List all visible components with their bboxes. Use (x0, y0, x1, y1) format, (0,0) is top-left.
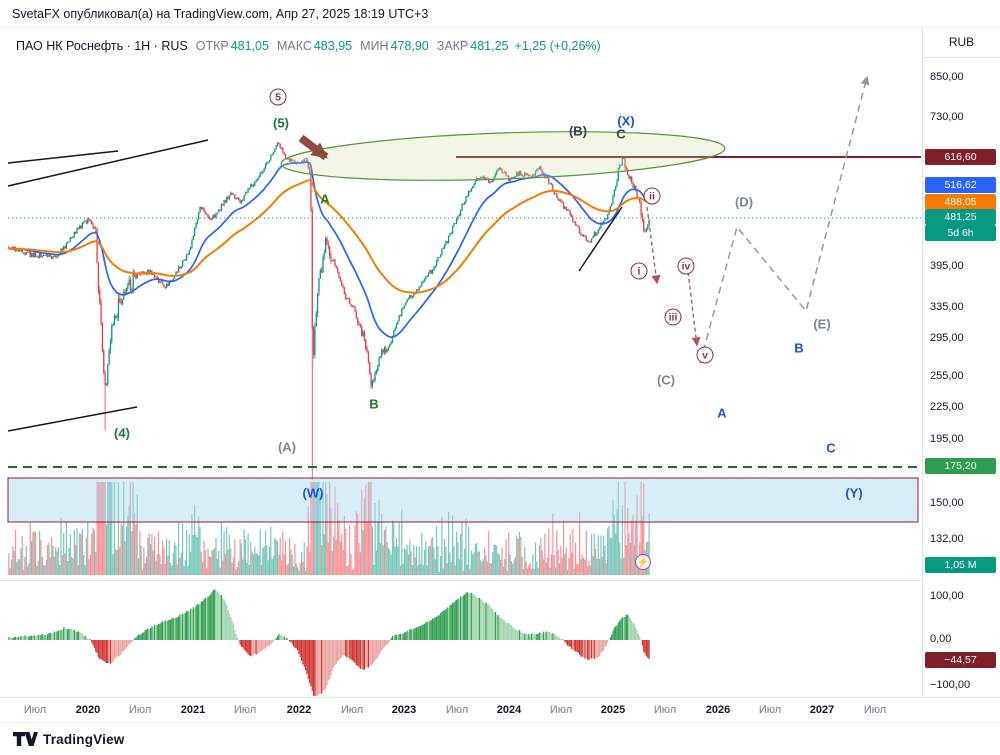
time-axis[interactable]: Июл 2020 Июл 2021 Июл 2022 Июл 2023 Июл 2024 Июл 20… (0, 697, 1000, 722)
trendline-upper-1[interactable] (7, 139, 209, 187)
wxy-zone-band[interactable] (7, 477, 919, 523)
time-axis-label: Июл (863, 704, 887, 716)
time-axis-label: Июл (340, 704, 364, 716)
change-value: +1,25 (+0,26%) (514, 39, 601, 53)
time-axis-label: Июл (445, 704, 469, 716)
price-axis-badge: 481,25 (925, 209, 996, 225)
time-axis-label: 2024 (496, 704, 522, 716)
low-label: МИН (360, 39, 389, 53)
price-axis-label: 150,00 (930, 497, 964, 509)
price-axis-label: 255,00 (930, 370, 964, 382)
price-axis-badge: 516,62 (925, 177, 996, 193)
sell-arrow[interactable] (298, 134, 329, 161)
footer: TradingView (0, 722, 1000, 755)
publisher-text: SvetaFX опубликовал(а) на TradingView.co… (12, 7, 429, 21)
close-label: ЗАКР (436, 39, 469, 53)
price-axis-labels: 850,00 730,00 395,00 335,00 295,00 255,00 225,… (923, 28, 1000, 722)
low-value: 478,90 (390, 39, 429, 53)
time-axis-label: Июл (233, 704, 257, 716)
trendline-upper-2[interactable] (7, 150, 119, 164)
trendline-lower-left[interactable] (7, 406, 138, 432)
price-axis-label: 132,00 (930, 533, 964, 545)
price-axis-badge: 488,05 (925, 194, 996, 210)
price-axis-label: 295,00 (930, 332, 964, 344)
wave-projection-i-iii[interactable] (646, 206, 661, 285)
trendline-2024[interactable] (578, 206, 623, 272)
price-axis-label: 395,00 (930, 260, 964, 272)
tradingview-logo-icon[interactable] (12, 731, 38, 747)
price-axis-badge: 175,20 (925, 458, 996, 474)
price-axis-badge: 1,05 M (925, 557, 996, 573)
price-axis-label: −100,00 (930, 679, 971, 691)
time-axis-label: 2027 (809, 704, 835, 716)
tradingview-brand[interactable]: TradingView (43, 731, 125, 747)
price-axis-badge: 616,60 (925, 149, 996, 165)
price-axis-label: 335,00 (930, 301, 964, 313)
open-value: 481,05 (230, 39, 269, 53)
time-axis-label: 2026 (705, 704, 731, 716)
time-axis-label: Июл (128, 704, 152, 716)
currency-label[interactable]: RUB (923, 28, 1000, 58)
time-axis-label: 2021 (180, 704, 206, 716)
price-axis-badge: −44,57 (925, 652, 996, 668)
time-axis-label: 2022 (286, 704, 312, 716)
price-axis-label: 100,00 (930, 590, 964, 602)
high-label: МАКС (276, 39, 312, 53)
price-axis-label: 730,00 (930, 111, 964, 123)
tops-ellipse[interactable] (280, 125, 726, 186)
publisher-bar: SvetaFX опубликовал(а) на TradingView.co… (0, 0, 1000, 28)
time-axis-label: 2020 (75, 704, 101, 716)
time-axis-label: 2023 (391, 704, 417, 716)
time-axis-label: Июл (758, 704, 782, 716)
price-axis-label: 195,00 (930, 433, 964, 445)
time-axis-label: 2025 (600, 704, 626, 716)
projection-d-e-b[interactable] (699, 75, 870, 364)
open-label: ОТКР (195, 39, 229, 53)
pane-separator[interactable] (0, 580, 922, 581)
price-axis-label: 0,00 (930, 633, 952, 645)
price-axis-badge: 5d 6h (925, 225, 996, 241)
price-axis-label: 225,00 (930, 401, 964, 413)
price-axis[interactable]: RUB 850,00 730,00 395,00 335,00 295,00 255,00… (922, 28, 1000, 722)
price-axis-label: 850,00 (930, 71, 964, 83)
symbol-title[interactable]: ПАО НК Роснефть · 1H · RUS (16, 39, 188, 53)
time-axis-label: Июл (23, 704, 47, 716)
wave-projection-iv-v[interactable] (687, 271, 701, 347)
high-value: 483,95 (313, 39, 353, 53)
close-value: 481,25 (470, 39, 509, 53)
time-axis-label: Июл (549, 704, 573, 716)
symbol-header: ПАО НК Роснефть · 1H · RUS ОТКР 481,05 МА… (16, 39, 601, 53)
time-axis-label: Июл (653, 704, 677, 716)
